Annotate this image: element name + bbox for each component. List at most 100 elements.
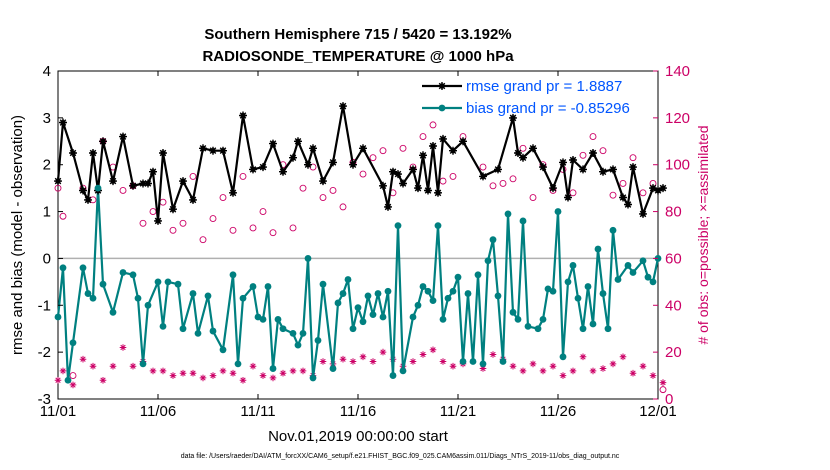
possible-point [479,163,487,171]
rmse-point-star [159,149,167,157]
rmse-point-star [399,179,407,188]
bias-point [394,222,402,230]
rmse-point-star [119,132,127,141]
x-tick-label: 11/06 [140,403,176,420]
possible-point [319,194,327,201]
bias-point [409,313,417,321]
bias-point [534,325,542,333]
assimilated-point [249,362,257,370]
bias-point [159,322,167,330]
bias-point [549,287,557,295]
bias-point [414,301,422,309]
bias-point [649,278,657,286]
possible-point [329,187,337,194]
assimilated-point [589,367,597,375]
rmse-point-star [179,177,187,186]
rmse-point-star [309,144,317,153]
rmse-point-star [139,179,147,188]
rmse-point-star [109,177,117,186]
bias-point [64,376,72,384]
rmse-point-star [79,186,87,195]
assimilated-point [449,362,457,370]
rmse-point-star [509,113,517,122]
possible-point [179,219,187,227]
assimilated-point [339,355,347,363]
possible-point [419,133,427,141]
bias-point [314,337,322,344]
possible-point [449,172,457,180]
assimilated-point [199,374,207,382]
rmse-point-star [609,165,617,174]
bias-point [499,358,507,365]
bias-point [69,339,77,347]
bias-point [444,294,452,302]
rmse-point-star [99,137,107,146]
rmse-point-star [459,137,467,146]
assimilated-point [289,367,297,375]
bias-point [239,294,247,302]
assimilated-point [149,367,157,375]
assimilated-point [229,369,237,377]
bias-point [319,280,327,288]
possible-point [219,194,227,201]
assimilated-point [179,369,187,377]
rmse-point-star [414,184,422,193]
possible-point [659,386,667,394]
rmse-point-star [519,153,527,162]
chart-subtitle: RADIOSONDE_TEMPERATURE @ 1000 hPa [202,48,514,65]
rmse-point-star [599,167,607,176]
rmse-point-star [329,158,337,167]
bias-point [494,292,502,300]
rmse-point-star [279,167,287,176]
bias-point [459,358,467,365]
rmse-point-star [199,144,207,153]
bias-point [539,315,547,323]
bias-point [119,269,127,276]
assimilated-point [649,372,657,379]
bias-point [259,315,267,323]
bias-point [54,313,62,321]
bias-point [299,330,307,337]
possible-point [639,189,647,197]
bias-point [379,313,387,321]
legend-swatch-star [438,82,446,90]
rmse-point-star [434,188,442,197]
y2-tick-label: 0 [665,391,673,408]
assimilated-point [159,367,167,375]
bias-point [289,330,297,337]
possible-point [589,133,597,141]
assimilated-point [119,344,127,351]
possible-point [509,175,517,183]
assimilated-point [599,365,607,372]
bias-point [484,257,492,265]
bias-point [144,301,152,309]
bias-point [559,353,567,361]
bias-point [204,292,212,300]
bias-point [469,358,477,365]
rmse-point-star [649,184,657,193]
y2-tick-label: 140 [665,63,690,80]
bias-point [474,271,482,279]
assimilated-point [89,362,97,370]
y2-axis-label: # of obs: o=possible; ×=assimilated [695,125,711,344]
possible-point [69,372,77,380]
rmse-point-star [379,181,387,190]
assimilated-point [619,353,627,361]
rmse-point-star [539,163,547,172]
bias-point [249,283,257,290]
assimilated-point [169,372,177,379]
rmse-point-star [304,160,312,169]
possible-point [499,180,507,187]
rmse-point-star [409,165,417,174]
rmse-point-star [424,186,432,195]
rmse-point-star [144,179,152,188]
y-tick-label: 2 [43,157,51,174]
bias-point [604,325,612,333]
rmse-point-star [654,186,662,195]
assimilated-point [429,346,437,354]
bias-point [569,262,577,269]
y-axis-label: rmse and bias (model - observation) [9,115,26,355]
y2-tick-label: 120 [665,110,690,127]
y2-tick-label: 100 [665,157,690,174]
bias-point [374,290,382,297]
